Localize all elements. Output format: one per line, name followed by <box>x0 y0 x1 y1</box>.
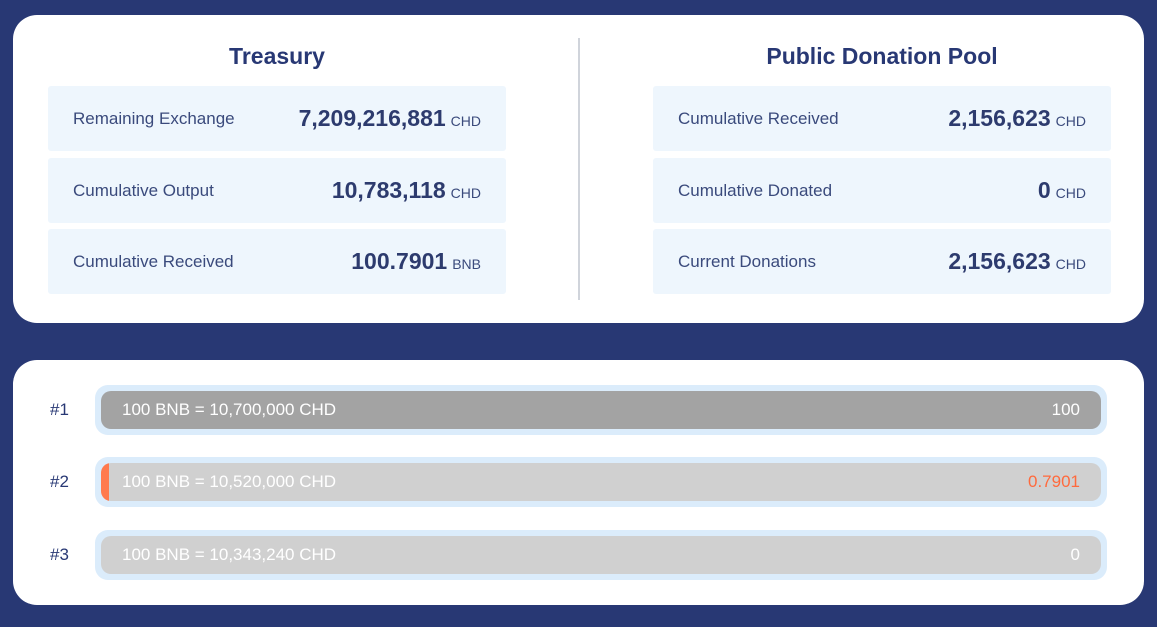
stat-unit: CHD <box>450 185 481 201</box>
donation-row-cumulative-received: Cumulative Received 2,156,623 CHD <box>653 86 1111 151</box>
stat-value: 10,783,118 CHD <box>332 177 481 204</box>
stat-label: Cumulative Output <box>73 180 214 200</box>
stat-unit: BNB <box>452 256 481 272</box>
tier-amount: 0 <box>1070 545 1080 564</box>
tier-progress-frame: 100 BNB = 10,700,000 CHD 100 <box>95 385 1107 435</box>
tier-amount: 0.7901 <box>1028 472 1080 491</box>
treasury-row-remaining-exchange: Remaining Exchange 7,209,216,881 CHD <box>48 86 506 151</box>
stats-card: Treasury Remaining Exchange 7,209,216,88… <box>13 15 1144 323</box>
tier-row-2: #2 100 BNB = 10,520,000 CHD 0.7901 <box>13 457 1144 507</box>
tier-amount: 100 <box>1051 400 1080 419</box>
treasury-row-cumulative-received: Cumulative Received 100.7901 BNB <box>48 229 506 294</box>
treasury-row-cumulative-output: Cumulative Output 10,783,118 CHD <box>48 158 506 223</box>
stat-value: 7,209,216,881 CHD <box>299 105 481 132</box>
tier-progress-fill <box>101 463 109 501</box>
donation-pool-panel: Public Donation Pool Cumulative Received… <box>653 15 1111 294</box>
tier-progress-frame: 100 BNB = 10,343,240 CHD 0 <box>95 530 1107 580</box>
stat-unit: CHD <box>1055 256 1086 272</box>
exchange-tiers-card: #1 100 BNB = 10,700,000 CHD 100 #2 100 B… <box>13 360 1144 605</box>
stat-number: 10,783,118 <box>331 177 446 203</box>
stat-unit: CHD <box>1055 185 1086 201</box>
tier-progress-bar: 100 BNB = 10,700,000 CHD 100 <box>101 391 1101 429</box>
tier-index: #1 <box>50 400 69 419</box>
tier-index: #2 <box>50 472 69 491</box>
tier-row-1: #1 100 BNB = 10,700,000 CHD 100 <box>13 385 1144 435</box>
treasury-title: Treasury <box>229 43 325 69</box>
stat-number: 7,209,216,881 <box>298 105 446 131</box>
stat-number: 100.7901 <box>351 248 448 274</box>
stat-label: Remaining Exchange <box>73 108 235 128</box>
donation-row-cumulative-donated: Cumulative Donated 0 CHD <box>653 158 1111 223</box>
donation-pool-title: Public Donation Pool <box>766 43 998 69</box>
tier-index: #3 <box>50 545 69 564</box>
stat-number: 0 <box>1037 177 1051 203</box>
stat-value: 2,156,623 CHD <box>948 248 1086 275</box>
tier-rate: 100 BNB = 10,700,000 CHD <box>122 400 337 419</box>
stat-number: 2,156,623 <box>948 105 1051 131</box>
stat-unit: CHD <box>1055 113 1086 129</box>
stat-label: Cumulative Received <box>73 251 234 271</box>
panel-divider <box>578 38 580 300</box>
stat-value: 100.7901 BNB <box>351 248 481 275</box>
stat-label: Cumulative Received <box>678 108 839 128</box>
tier-progress-bar: 100 BNB = 10,520,000 CHD 0.7901 <box>101 463 1101 501</box>
donation-row-current-donations: Current Donations 2,156,623 CHD <box>653 229 1111 294</box>
tier-progress-frame: 100 BNB = 10,520,000 CHD 0.7901 <box>95 457 1107 507</box>
stat-unit: CHD <box>450 113 481 129</box>
stat-label: Current Donations <box>678 251 816 271</box>
stat-value: 0 CHD <box>1038 177 1086 204</box>
tier-progress-bar: 100 BNB = 10,343,240 CHD 0 <box>101 536 1101 574</box>
tier-rate: 100 BNB = 10,343,240 CHD <box>122 545 337 564</box>
stat-number: 2,156,623 <box>948 248 1051 274</box>
stat-value: 2,156,623 CHD <box>948 105 1086 132</box>
tier-row-3: #3 100 BNB = 10,343,240 CHD 0 <box>13 530 1144 580</box>
tier-rate: 100 BNB = 10,520,000 CHD <box>122 472 337 491</box>
stat-label: Cumulative Donated <box>678 180 833 200</box>
treasury-panel: Treasury Remaining Exchange 7,209,216,88… <box>48 15 506 294</box>
